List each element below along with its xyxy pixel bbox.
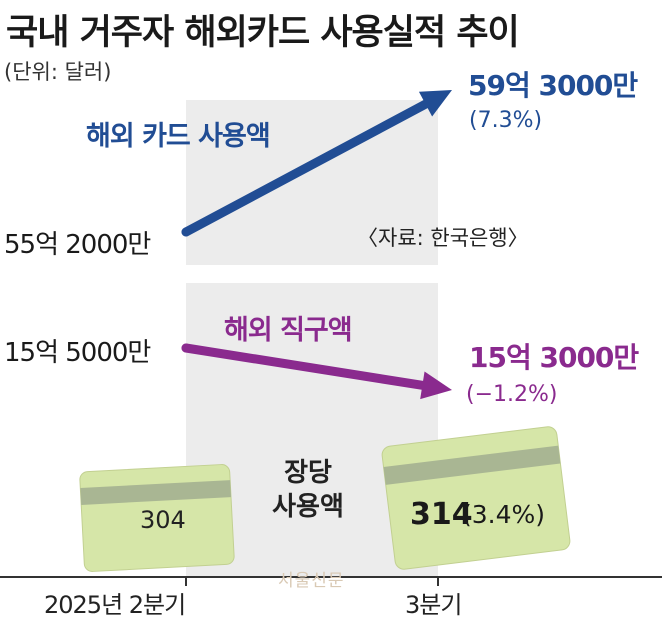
card-2025-q2 — [79, 464, 235, 572]
per-card-label-line-2: 사용액 — [272, 492, 344, 522]
series-line-card — [181, 90, 452, 237]
change-label-card: (7.3%) — [469, 108, 543, 133]
watermark-logo: 서울신문 — [278, 571, 345, 591]
data-point-direct-purchase-0 — [181, 343, 191, 353]
series-segment-card — [181, 99, 431, 237]
source-label: 〈자료: 한국은행〉 — [357, 226, 529, 250]
change-label-direct: (−1.2%) — [466, 382, 558, 407]
series-arrowhead-card — [418, 90, 452, 117]
series-segment-direct-purchase — [181, 343, 427, 390]
data-label-card-end: 59억 3000만 — [468, 69, 638, 102]
series-name-card: 해외 카드 사용액 — [86, 121, 271, 152]
per-card-change: (3.4%) — [462, 500, 546, 529]
x-tick-label-1: 3분기 — [405, 591, 462, 619]
series-arrowhead-direct-purchase — [420, 371, 452, 400]
per-card-value-q2: 304 — [140, 506, 186, 534]
data-point-card-0 — [181, 227, 191, 237]
series-line-direct-purchase — [181, 343, 452, 400]
data-label-card-start: 55억 2000만 — [4, 230, 151, 260]
x-tick-label-0: 2025년 2분기 — [44, 591, 186, 619]
card-stripe-1 — [383, 445, 561, 485]
card-q3 — [381, 426, 571, 570]
chart-panel-top — [186, 100, 438, 265]
data-label-direct-start: 15억 5000만 — [4, 338, 151, 368]
series-name-direct-purchase: 해외 직구액 — [224, 315, 353, 346]
per-card-value-q3: 314 — [410, 497, 473, 532]
per-card-label-line-1: 장당 — [284, 458, 332, 488]
chart-title: 국내 거주자 해외카드 사용실적 추이 — [6, 13, 520, 53]
card-stripe-0 — [80, 480, 232, 505]
data-label-direct-end: 15억 3000만 — [469, 341, 639, 374]
unit-label: (단위: 달러) — [4, 60, 112, 84]
